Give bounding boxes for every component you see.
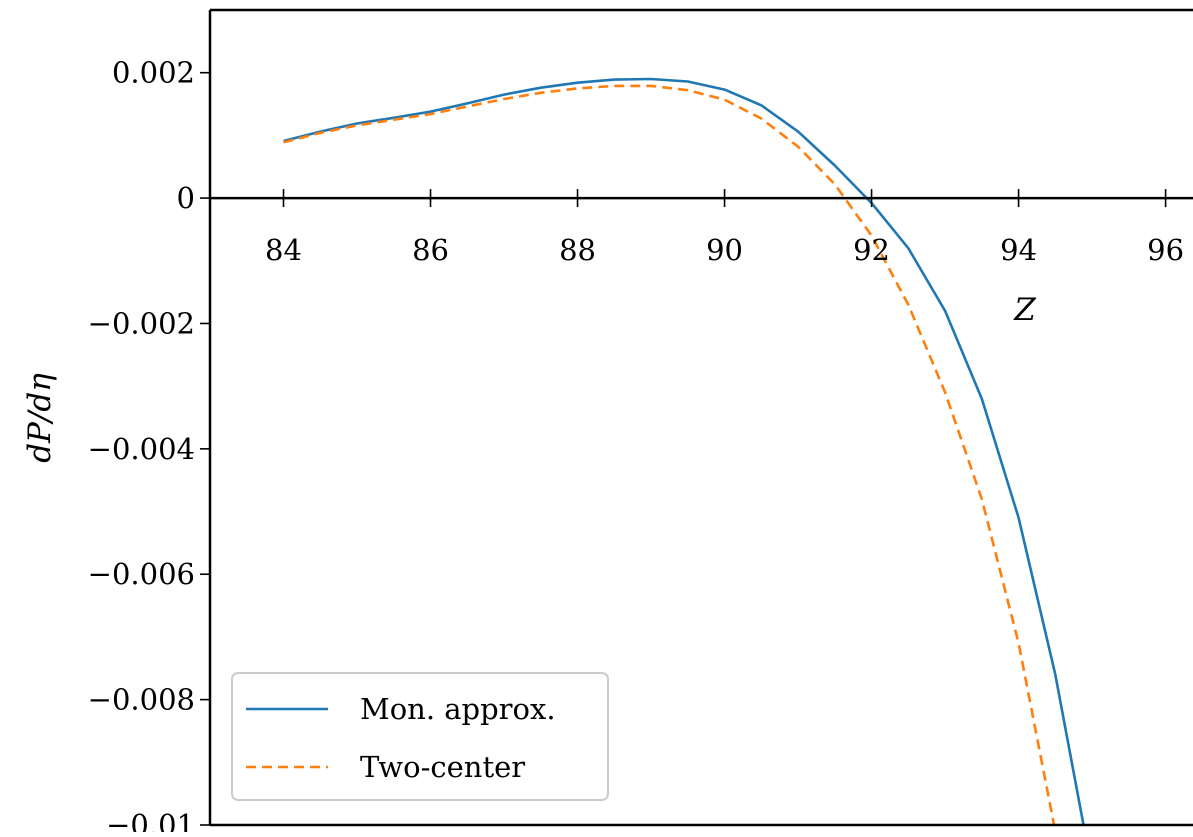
- series-line-1: [283, 84, 1056, 825]
- x-tick-label: 94: [1000, 233, 1037, 267]
- series-layer: [283, 77, 1085, 825]
- y-tick-label: 0.002: [112, 56, 195, 90]
- x-tick-label: 92: [853, 233, 890, 267]
- y-tick-label: −0.01: [106, 808, 195, 832]
- y-tick-label: −0.002: [88, 306, 195, 340]
- x-tick-label: 86: [412, 233, 449, 267]
- y-axis-title: dP/dη: [22, 373, 58, 463]
- legend-label-0: Mon. approx.: [360, 692, 556, 726]
- labels-layer: 84 86 88 90 92 94 96 −0.01 −0.008 −0.006 −0.004 −0.…: [22, 56, 1184, 837]
- series-line-0: [283, 77, 1085, 825]
- x-axis-title: Z: [1013, 292, 1036, 328]
- axes-layer: [200, 8, 1193, 827]
- y-tick-label: 0: [177, 181, 195, 215]
- legend-label-1: Two-center: [360, 750, 525, 784]
- x-tick-label: 96: [1147, 233, 1184, 267]
- y-tick-label: −0.008: [88, 683, 195, 717]
- legend: Mon. approx. Two-center: [231, 672, 609, 801]
- x-tick-label: 88: [559, 233, 596, 267]
- x-tick-label: 90: [706, 233, 743, 267]
- x-tick-label: 84: [265, 233, 302, 267]
- y-tick-label: −0.006: [88, 557, 195, 591]
- y-tick-label: −0.004: [88, 432, 195, 466]
